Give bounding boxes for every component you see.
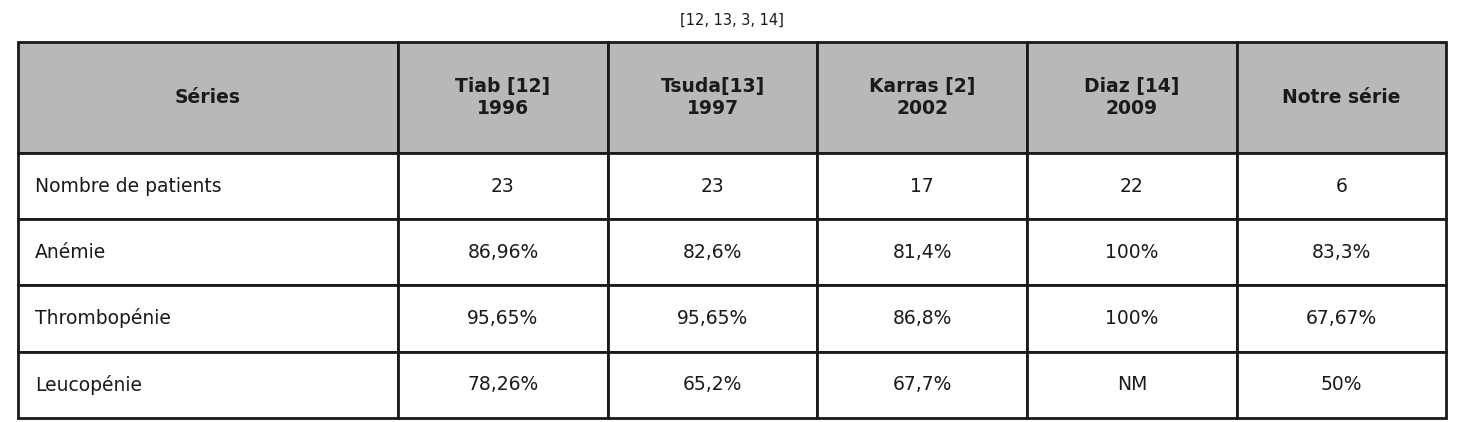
Bar xyxy=(817,153,1028,219)
Text: 50%: 50% xyxy=(1321,375,1363,394)
Bar xyxy=(608,42,817,153)
Text: Leucopénie: Leucopénie xyxy=(35,375,142,395)
Text: 86,8%: 86,8% xyxy=(893,309,952,328)
Bar xyxy=(1028,153,1237,219)
Bar xyxy=(608,153,817,219)
Text: 100%: 100% xyxy=(1105,243,1158,262)
Text: 100%: 100% xyxy=(1105,309,1158,328)
Text: NM: NM xyxy=(1117,375,1148,394)
Bar xyxy=(398,153,608,219)
Text: Thrombopénie: Thrombopénie xyxy=(35,308,171,328)
Text: 86,96%: 86,96% xyxy=(467,243,539,262)
Bar xyxy=(1028,285,1237,352)
Text: 22: 22 xyxy=(1120,176,1143,195)
Text: 65,2%: 65,2% xyxy=(682,375,742,394)
Text: 95,65%: 95,65% xyxy=(467,309,539,328)
Text: 6: 6 xyxy=(1335,176,1347,195)
Bar xyxy=(608,219,817,285)
Bar xyxy=(608,285,817,352)
Bar xyxy=(1237,219,1446,285)
Bar xyxy=(398,42,608,153)
Text: Séries: Séries xyxy=(174,88,240,107)
Bar xyxy=(608,352,817,418)
Bar xyxy=(817,352,1028,418)
Text: Notre série: Notre série xyxy=(1282,88,1401,107)
Text: Diaz [14]
2009: Diaz [14] 2009 xyxy=(1085,77,1180,118)
Bar xyxy=(18,352,398,418)
Text: 95,65%: 95,65% xyxy=(676,309,748,328)
Bar xyxy=(817,219,1028,285)
Text: 17: 17 xyxy=(911,176,934,195)
Bar xyxy=(817,285,1028,352)
Text: 78,26%: 78,26% xyxy=(467,375,539,394)
Bar xyxy=(1237,352,1446,418)
Text: 81,4%: 81,4% xyxy=(893,243,952,262)
Text: Nombre de patients: Nombre de patients xyxy=(35,176,221,195)
Bar xyxy=(398,352,608,418)
Text: Karras [2]
2002: Karras [2] 2002 xyxy=(870,77,975,118)
Text: 82,6%: 82,6% xyxy=(682,243,742,262)
Bar xyxy=(817,42,1028,153)
Text: 23: 23 xyxy=(490,176,515,195)
Bar xyxy=(18,42,398,153)
Bar xyxy=(1237,42,1446,153)
Text: Anémie: Anémie xyxy=(35,243,107,262)
Text: 67,7%: 67,7% xyxy=(893,375,952,394)
Bar xyxy=(1237,153,1446,219)
Text: [12, 13, 3, 14]: [12, 13, 3, 14] xyxy=(681,13,783,28)
Bar xyxy=(398,219,608,285)
Bar xyxy=(1028,42,1237,153)
Bar xyxy=(1028,219,1237,285)
Bar xyxy=(398,285,608,352)
Bar xyxy=(18,219,398,285)
Text: 67,67%: 67,67% xyxy=(1306,309,1378,328)
Text: Tiab [12]
1996: Tiab [12] 1996 xyxy=(455,77,550,118)
Bar xyxy=(18,153,398,219)
Text: 83,3%: 83,3% xyxy=(1312,243,1372,262)
Bar xyxy=(1237,285,1446,352)
Bar xyxy=(18,285,398,352)
Text: Tsuda[13]
1997: Tsuda[13] 1997 xyxy=(660,77,764,118)
Bar xyxy=(1028,352,1237,418)
Text: 23: 23 xyxy=(701,176,725,195)
